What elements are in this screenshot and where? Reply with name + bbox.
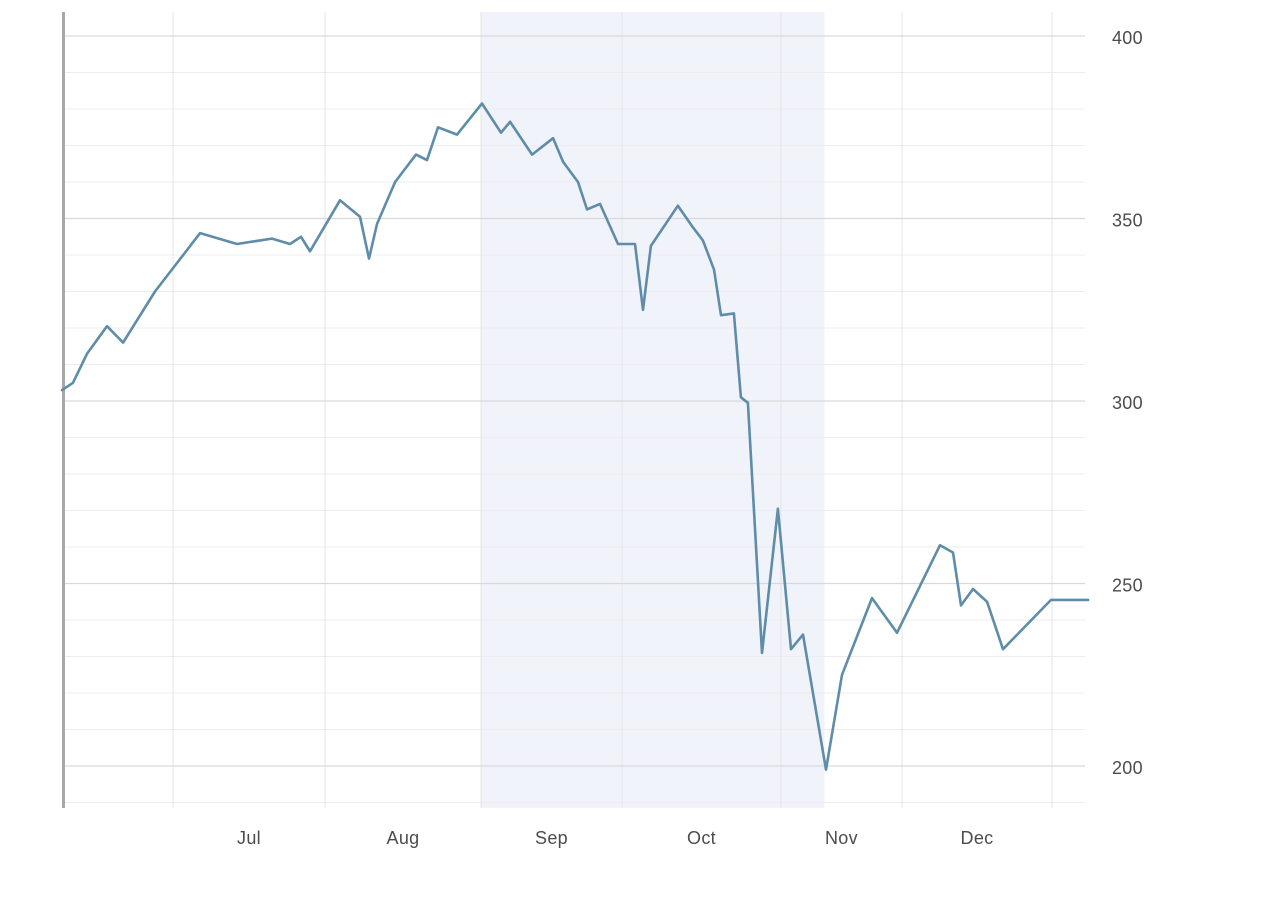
x-axis-month-label: Nov — [825, 828, 858, 848]
y-axis-tick-label: 200 — [1112, 758, 1143, 778]
y-axis-tick-label: 350 — [1112, 211, 1143, 231]
y-axis-tick-label: 300 — [1112, 393, 1143, 413]
x-axis-month-label: Jul — [237, 828, 261, 848]
x-axis-month-label: Aug — [387, 828, 420, 848]
highlight-band — [481, 12, 825, 808]
y-axis-tick-label: 250 — [1112, 576, 1143, 596]
x-axis-month-label: Oct — [687, 828, 716, 848]
y-axis-tick-label: 400 — [1112, 28, 1143, 48]
x-axis-month-label: Dec — [961, 828, 994, 848]
x-axis-month-label: Sep — [535, 828, 568, 848]
price-line — [60, 102, 1090, 771]
